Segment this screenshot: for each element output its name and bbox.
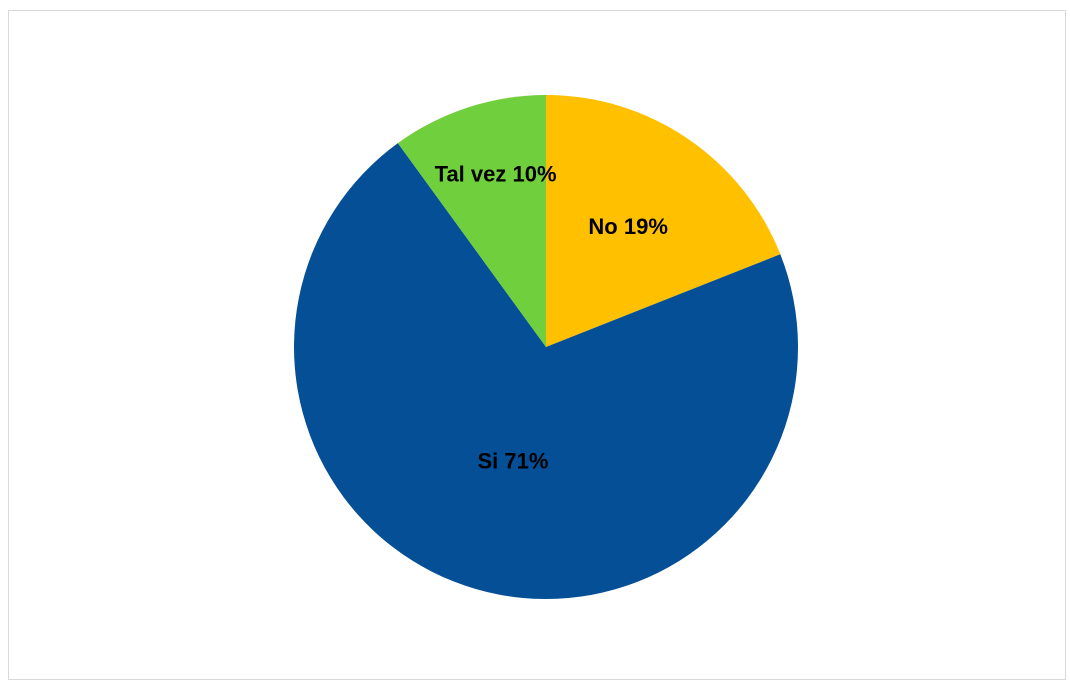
pie-slice-no [546, 95, 781, 347]
pie-labels: No 19% Si 71% Tal vez 10% [435, 161, 668, 473]
pie-label-no: No 19% [588, 214, 667, 239]
pie-slice-si [293, 143, 798, 600]
pie-label-si: Si 71% [477, 449, 548, 474]
pie-slices [293, 95, 798, 600]
pie-slice-tal-vez [397, 95, 546, 347]
pie-label-tal-vez: Tal vez 10% [435, 161, 557, 186]
